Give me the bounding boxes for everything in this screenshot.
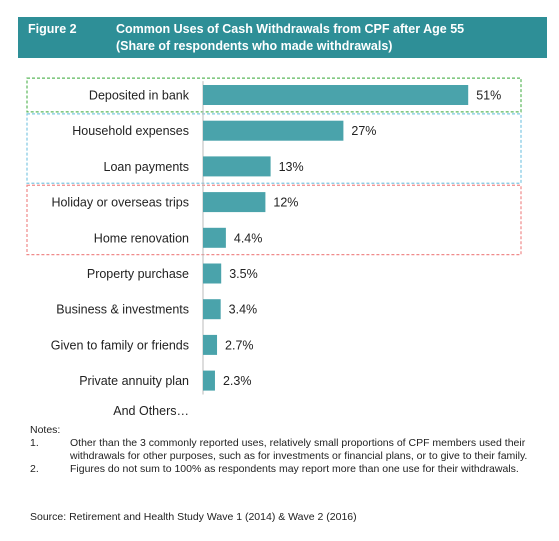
value-label: 3.4%: [229, 303, 258, 317]
note-text: Other than the 3 commonly reported uses,…: [70, 437, 528, 462]
note-number: 2.: [30, 463, 39, 475]
figure-title: Common Uses of Cash Withdrawals from CPF…: [116, 22, 465, 36]
value-label: 2.7%: [225, 338, 254, 352]
category-label: Household expenses: [72, 124, 189, 138]
bar-chart: Deposited in bank 51% Household expenses 27…: [26, 77, 522, 418]
value-label: 27%: [351, 124, 376, 138]
bar: [203, 370, 215, 391]
category-label: Home renovation: [94, 231, 189, 245]
category-label: Property purchase: [87, 267, 189, 281]
group-box-2: [26, 184, 522, 256]
group-box-1: [26, 113, 522, 184]
others-label: And Others…: [113, 404, 189, 418]
figure-subtitle: (Share of respondents who made withdrawa…: [116, 39, 393, 53]
category-label: Deposited in bank: [89, 89, 190, 103]
notes-section: Notes: 1. Other than the 3 commonly repo…: [30, 424, 540, 476]
group-box-0: [26, 77, 522, 113]
note-text: Figures do not sum to 100% as respondent…: [70, 463, 519, 475]
category-label: Given to family or friends: [51, 338, 189, 352]
figure-label: Figure 2: [28, 22, 77, 36]
figure-header: Figure 2 Common Uses of Cash Withdrawals…: [18, 17, 547, 58]
bar: [203, 299, 221, 320]
category-label: Business & investments: [56, 303, 189, 317]
bar: [203, 227, 226, 248]
note-number: 1.: [30, 437, 39, 449]
note-item: 1. Other than the 3 commonly reported us…: [30, 437, 540, 463]
bar: [203, 192, 266, 213]
bar: [203, 334, 218, 355]
category-label: Loan payments: [104, 160, 189, 174]
bar: [203, 156, 271, 177]
value-label: 13%: [279, 160, 304, 174]
value-label: 2.3%: [223, 374, 252, 388]
value-label: 51%: [476, 89, 501, 103]
category-label: Private annuity plan: [79, 374, 189, 388]
value-label: 12%: [273, 196, 298, 210]
note-item: 2. Figures do not sum to 100% as respond…: [30, 463, 540, 476]
source-note: Source: Retirement and Health Study Wave…: [30, 511, 357, 523]
bar: [203, 120, 344, 141]
category-label: Holiday or overseas trips: [51, 196, 189, 210]
value-label: 3.5%: [229, 267, 258, 281]
bar: [203, 85, 469, 105]
notes-heading: Notes:: [30, 424, 61, 436]
value-label: 4.4%: [234, 231, 263, 245]
bar: [203, 263, 222, 284]
